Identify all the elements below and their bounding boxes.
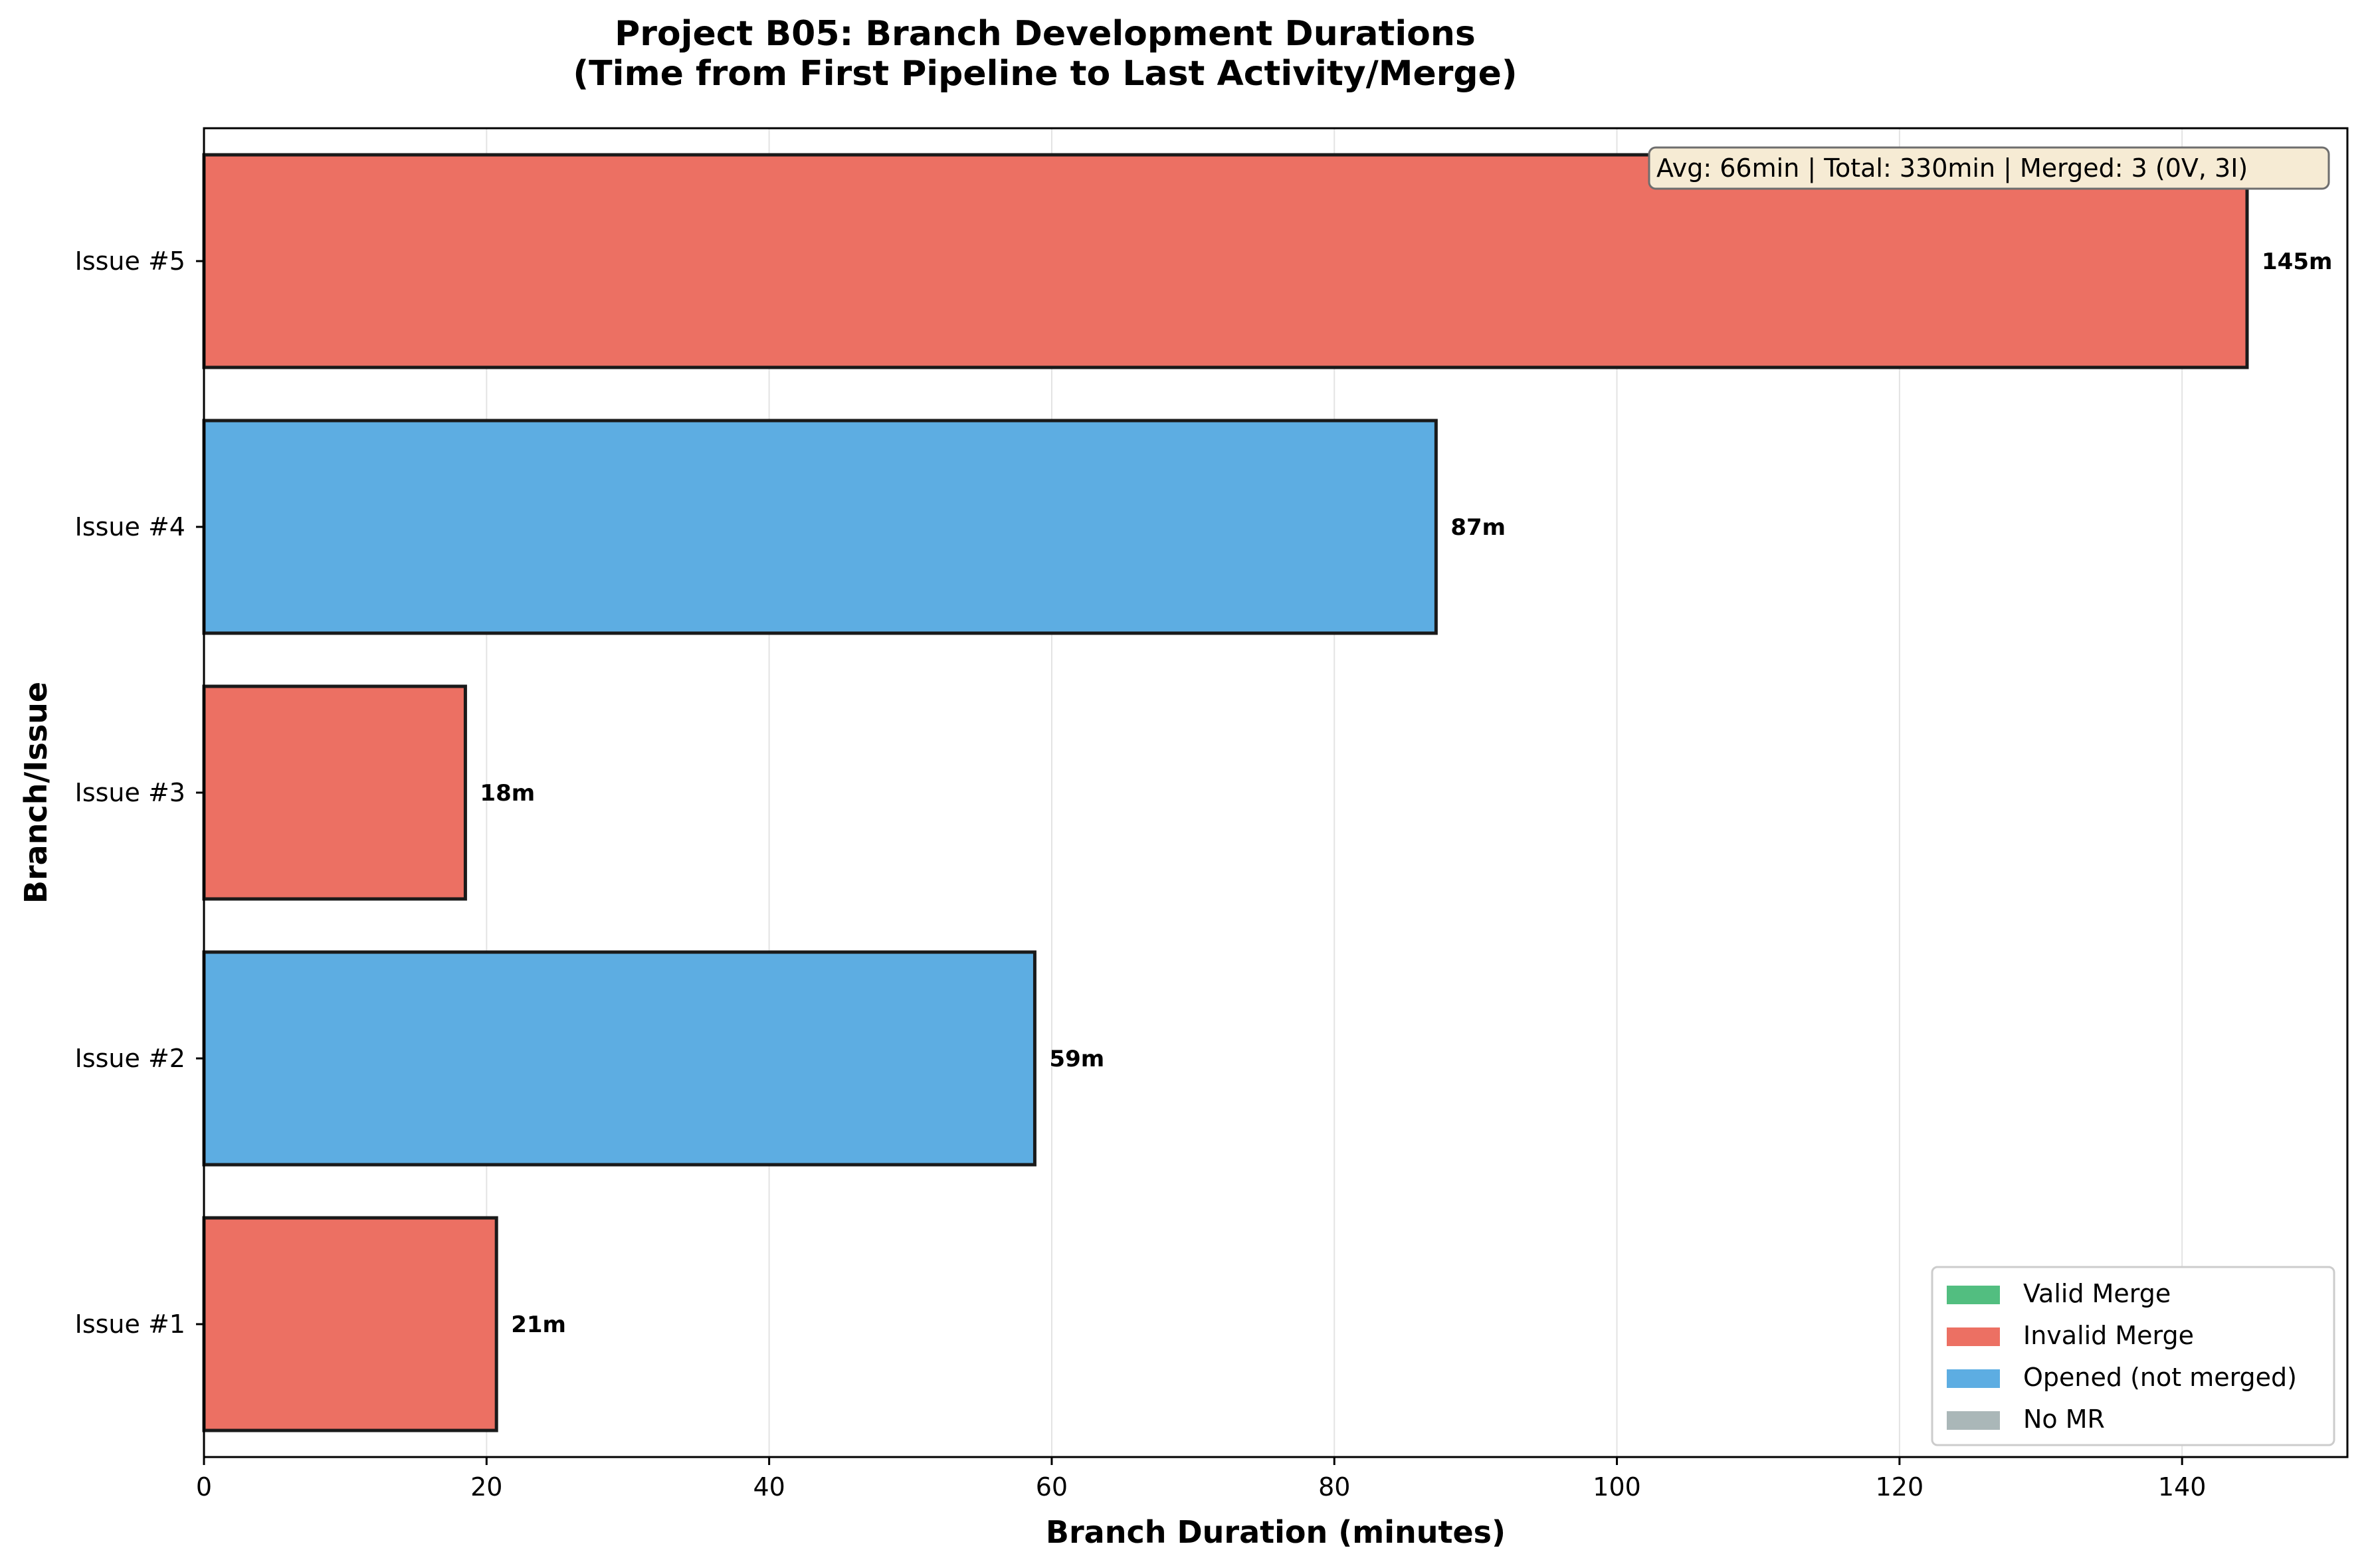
bar [202, 153, 2249, 369]
legend-label: Valid Merge [2023, 1279, 2171, 1308]
legend-box [1931, 1266, 2335, 1446]
y-axis-ticks: Issue #1 Issue #2 Issue #3 Issue #4 Issue #5 [75, 246, 204, 1339]
x-tick-label: 140 [2158, 1472, 2207, 1502]
y-tick-label: Issue #3 [75, 778, 185, 807]
bar [202, 950, 1036, 1167]
bar-value-label: 87m [1450, 514, 1506, 541]
bar [202, 1216, 498, 1432]
x-tick-label: 60 [1036, 1472, 1068, 1502]
legend-swatch [1947, 1411, 2000, 1430]
stats-annotation-box [1648, 146, 2330, 190]
bar-value-label: 21m [511, 1312, 566, 1338]
bar-value-label: 145m [2262, 248, 2332, 275]
y-tick-label: Issue #4 [75, 512, 185, 541]
x-tick-label: 100 [1593, 1472, 1641, 1502]
x-tick-label: 120 [1876, 1472, 1924, 1502]
legend-label: Opened (not merged) [2023, 1363, 2297, 1392]
stats-annotation-text: Avg: 66min | Total: 330min | Merged: 3 (… [1656, 153, 2248, 183]
bar [202, 419, 1438, 635]
legend: Valid Merge Invalid Merge Opened (not merg… [1931, 1266, 2335, 1446]
x-tick-label: 20 [470, 1472, 502, 1502]
y-tick-label: Issue #1 [75, 1310, 185, 1339]
y-tick-label: Issue #5 [75, 246, 185, 276]
bar-value-label: 18m [480, 780, 535, 807]
stats-annotation: Avg: 66min | Total: 330min | Merged: 3 (… [1648, 146, 2330, 190]
chart-subtitle: (Time from First Pipeline to Last Activi… [573, 54, 1517, 94]
y-axis-label: Branch/Issue [18, 682, 54, 904]
plot-frame [203, 127, 2349, 1458]
bar-value-labels: 21m 59m 18m 87m 145m [480, 248, 2332, 1338]
legend-label: No MR [2023, 1405, 2105, 1434]
x-axis-label: Branch Duration (minutes) [1046, 1514, 1506, 1550]
y-tick-label: Issue #2 [75, 1044, 185, 1073]
bar [202, 684, 467, 901]
legend-swatch [1947, 1327, 2000, 1346]
x-tick-label: 80 [1318, 1472, 1350, 1502]
x-tick-label: 40 [753, 1472, 785, 1502]
x-tick-label: 0 [196, 1472, 212, 1502]
legend-label: Invalid Merge [2023, 1321, 2194, 1350]
bar-value-label: 59m [1049, 1046, 1104, 1072]
legend-swatch [1947, 1369, 2000, 1388]
legend-swatch [1947, 1286, 2000, 1304]
chart-title: Project B05: Branch Development Duration… [615, 14, 1476, 54]
bars [202, 153, 2249, 1432]
x-axis-ticks: 0 20 40 60 80 100 120 140 [196, 1457, 2207, 1502]
